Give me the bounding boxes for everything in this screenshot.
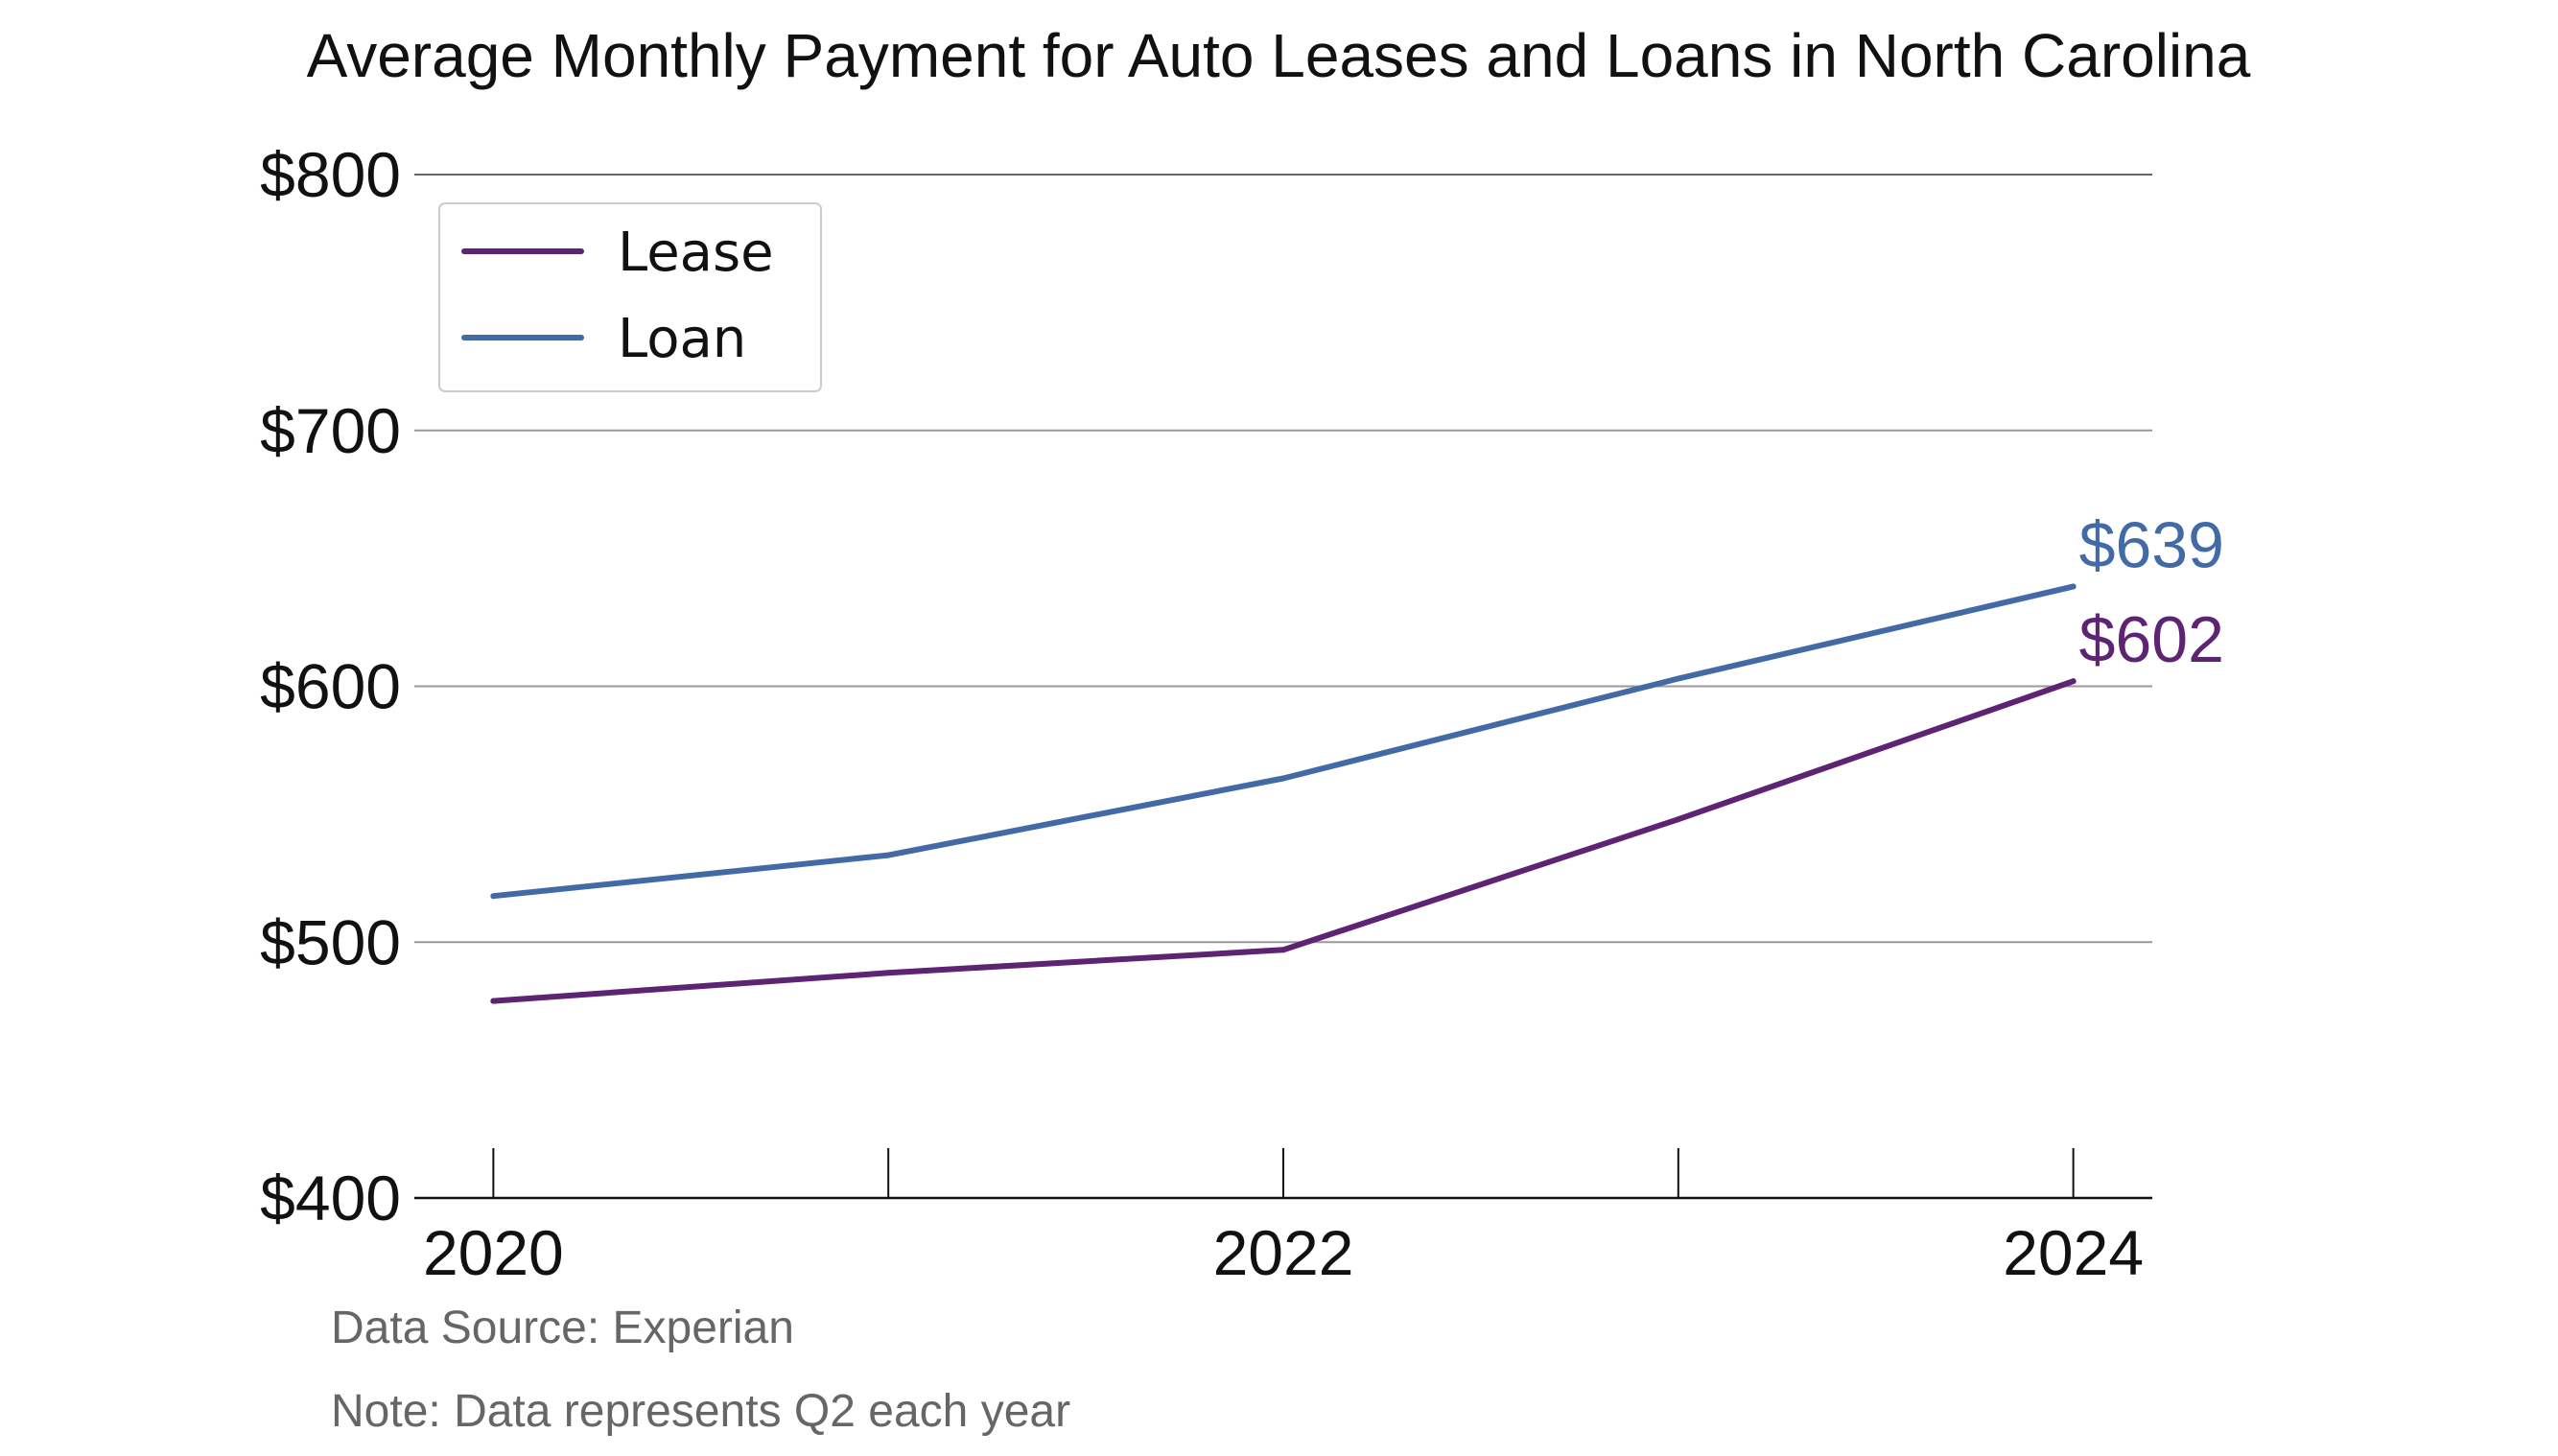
x-tick-label: 2022 (1213, 1217, 1354, 1288)
data-point-lease (1675, 816, 1681, 823)
gridlines (414, 174, 2152, 944)
series-line-lease (490, 678, 2077, 1004)
y-tick-label: $600 (260, 651, 401, 722)
y-tick-label: $400 (260, 1162, 401, 1233)
legend-label-loan: Loan (618, 308, 746, 370)
data-point-lease (1280, 947, 1286, 953)
chart-title: Average Monthly Payment for Auto Leases … (307, 21, 2251, 90)
data-point-loan (2070, 583, 2077, 590)
y-tick-label: $500 (260, 906, 401, 977)
x-tick-label: 2020 (423, 1217, 564, 1288)
end-labels: $602 $639 (2079, 508, 2224, 676)
data-point-loan (490, 893, 497, 900)
series-lines (490, 583, 2077, 1004)
data-point-loan (1675, 675, 1681, 682)
data-point-loan (1280, 775, 1286, 782)
legend: Lease Loan (438, 202, 822, 392)
y-tick-label: $800 (260, 139, 401, 210)
data-point-loan (885, 852, 892, 858)
x-tick-label: 2024 (2003, 1217, 2144, 1288)
legend-label-lease: Lease (618, 222, 774, 284)
series-line-loan (490, 583, 2077, 900)
y-tick-label: $700 (260, 395, 401, 466)
data-point-lease (2070, 678, 2077, 685)
end-label-loan: $639 (2079, 508, 2224, 581)
end-label-lease: $602 (2079, 603, 2224, 676)
axes: $400 $500 $600 $700 $800 2020 2022 2024 (260, 139, 2152, 1288)
data-source-note: Data Source: Experian (331, 1303, 794, 1353)
data-point-lease (490, 998, 497, 1004)
data-point-lease (885, 970, 892, 976)
data-note: Note: Data represents Q2 each year (331, 1386, 1070, 1437)
